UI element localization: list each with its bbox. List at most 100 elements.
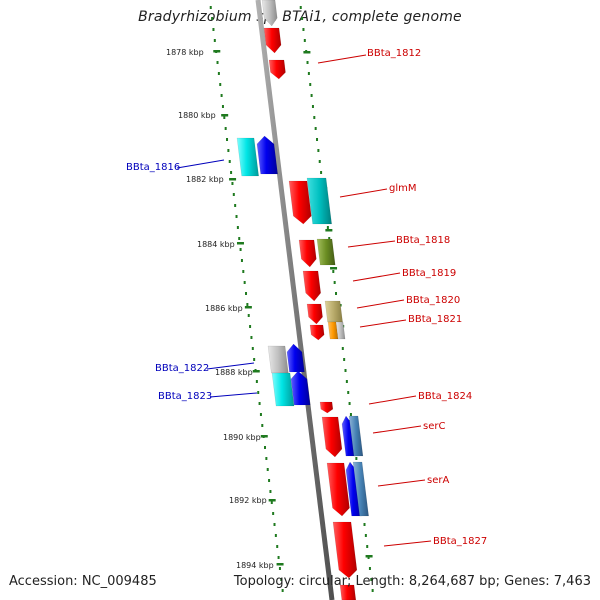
accession-text: Accession: NC_009485 [9, 574, 157, 589]
track-dot [370, 578, 373, 581]
track-dot [345, 380, 348, 383]
ruler-label-1878: 1878 kbp [166, 48, 204, 57]
gene-label-bbta-1822[interactable]: BBta_1822 [155, 363, 209, 374]
ruler-tick [268, 499, 276, 502]
leader-bbta-1824 [368, 395, 417, 405]
ruler-dot [226, 138, 229, 141]
gene-label-bbta-1818[interactable]: BBta_1818 [396, 235, 450, 246]
ruler-dot [213, 39, 216, 42]
gene-bbta-1816[interactable] [256, 135, 278, 175]
track-dot [317, 149, 320, 152]
gene-top-gray[interactable] [261, 0, 278, 27]
gene-bbta-1811[interactable] [263, 27, 282, 54]
gene-label-bbta-1812[interactable]: BBta_1812 [367, 48, 421, 59]
ruler-dot [259, 413, 262, 416]
track-dot [299, 6, 302, 9]
gene-sera-steel[interactable] [352, 461, 369, 517]
ruler-dot [211, 17, 214, 20]
track-dot [310, 94, 313, 97]
gene-label-bbta-1820[interactable]: BBta_1820 [406, 295, 460, 306]
track-dot [341, 347, 344, 350]
leader-bbta-1819 [352, 272, 401, 282]
ruler-dot [257, 391, 260, 394]
ruler-dot [261, 424, 264, 427]
gene-label-bbta-1823[interactable]: BBta_1823 [158, 391, 212, 402]
track-dot [303, 39, 306, 42]
track-dot [301, 17, 304, 20]
gene-bbta-1821a[interactable] [309, 324, 325, 341]
track-dot [302, 28, 305, 31]
track-tick [303, 51, 311, 54]
gene-label-bbta-1827[interactable]: BBta_1827 [433, 536, 487, 547]
ruler-dot [264, 446, 267, 449]
ruler-label-1886: 1886 kbp [205, 304, 243, 313]
gene-bbta-1815[interactable] [236, 137, 259, 177]
ruler-dot [209, 6, 212, 9]
gene-glmm[interactable] [306, 177, 332, 225]
ruler-dot [272, 512, 275, 515]
gene-bbta-1818[interactable] [298, 239, 317, 268]
gene-label-bbta-1821[interactable]: BBta_1821 [408, 314, 462, 325]
gene-bbta-1823a[interactable] [271, 372, 295, 407]
backbone-line [255, 0, 335, 600]
track-dot [332, 270, 335, 273]
ruler-tick [213, 50, 221, 53]
ruler-dot [212, 28, 215, 31]
ruler-dot [234, 204, 237, 207]
ruler-dot [231, 182, 234, 185]
ruler-dot [251, 347, 254, 350]
gene-label-serc[interactable]: serC [423, 421, 445, 432]
track-dot [355, 457, 358, 460]
gene-bbta-1828[interactable] [339, 584, 357, 600]
gene-bbta-1824[interactable] [319, 401, 334, 414]
gene-bbta-1823[interactable] [290, 370, 311, 406]
ruler-dot [220, 94, 223, 97]
gene-bbta-1817[interactable] [288, 180, 312, 225]
ruler-tick [260, 435, 268, 438]
gene-bbta-1820[interactable] [324, 300, 343, 323]
ruler-tick [236, 242, 244, 245]
gene-bbta-1812[interactable] [268, 59, 286, 80]
ruler-dot [232, 193, 235, 196]
track-dot [318, 160, 321, 163]
gene-label-sera[interactable]: serA [427, 475, 449, 486]
ruler-label-1888: 1888 kbp [215, 368, 253, 377]
ruler-dot [223, 116, 226, 119]
gene-serc-steel[interactable] [348, 415, 364, 457]
ruler-dot [250, 336, 253, 339]
ruler-dot [277, 556, 280, 559]
gene-sera-red[interactable] [326, 462, 350, 517]
ruler-dot [247, 314, 250, 317]
gene-label-glmm[interactable]: glmM [389, 183, 417, 194]
gene-bbta-1822[interactable] [286, 343, 305, 373]
ruler-label-1892: 1892 kbp [229, 496, 267, 505]
gene-label-bbta-1819[interactable]: BBta_1819 [402, 268, 456, 279]
ruler-dot [238, 237, 241, 240]
track-dot [311, 105, 314, 108]
gene-bbta-1821b[interactable] [335, 321, 346, 340]
ruler-dot [243, 281, 246, 284]
ruler-dot [242, 270, 245, 273]
ruler-dot [266, 468, 269, 471]
gene-bbta-1822a[interactable] [267, 345, 289, 374]
ruler-dot [240, 259, 243, 262]
gene-bbta-1819[interactable] [302, 270, 321, 302]
gene-bbta-1818b[interactable] [316, 238, 336, 266]
ruler-dot [265, 457, 268, 460]
gene-label-bbta-1816[interactable]: BBta_1816 [126, 162, 180, 173]
track-dot [368, 567, 371, 570]
gene-label-bbta-1824[interactable]: BBta_1824 [418, 391, 472, 402]
track-dot [347, 391, 350, 394]
leader-bbta-1816 [176, 159, 225, 169]
track-dot [328, 237, 331, 240]
gene-bbta-1820a[interactable] [306, 303, 323, 325]
ruler-dot [228, 160, 231, 163]
ruler-label-1884: 1884 kbp [197, 240, 235, 249]
track-tick [330, 267, 338, 270]
gene-serc-red[interactable] [321, 416, 343, 458]
ruler-dot [273, 523, 276, 526]
ruler-label-1882: 1882 kbp [186, 175, 224, 184]
gene-bbta-1827[interactable] [332, 521, 358, 579]
